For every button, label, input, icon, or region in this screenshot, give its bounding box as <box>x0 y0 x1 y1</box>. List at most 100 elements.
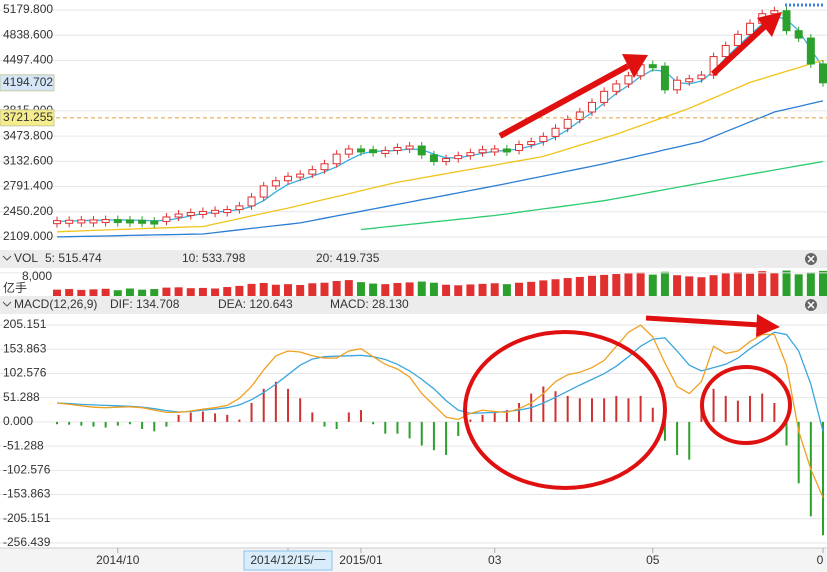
candle <box>709 56 718 76</box>
candle <box>673 79 682 91</box>
volume-bar <box>502 284 511 296</box>
candle <box>417 145 426 156</box>
candle <box>454 155 463 160</box>
volume-bar <box>758 271 767 296</box>
y-tick-label: -256.439 <box>3 535 51 549</box>
indicator-value: DEA: 120.643 <box>218 297 293 311</box>
volume-bar <box>478 283 487 296</box>
candle <box>101 219 110 224</box>
volume-bar <box>721 273 730 296</box>
candle <box>648 64 657 69</box>
candle <box>600 90 609 103</box>
volume-bar <box>685 276 694 296</box>
volume-bar <box>125 288 134 296</box>
arrow-shaft <box>498 63 630 139</box>
y-tick-label: 0.000 <box>3 414 33 428</box>
volume-bar <box>806 272 815 296</box>
unit-label: 亿手 <box>3 280 27 295</box>
volume-bar <box>65 289 74 296</box>
volume-bar <box>794 274 803 296</box>
x-axis-bg <box>0 548 827 572</box>
y-tick-label: -51.288 <box>3 438 44 452</box>
volume-bar <box>223 287 232 296</box>
indicator-value: 5: 515.474 <box>45 251 102 265</box>
x-tick-label: 03 <box>488 553 502 567</box>
candle <box>77 219 86 224</box>
y-tick-label: 3132.600 <box>3 154 53 168</box>
candle <box>442 158 451 163</box>
annotations <box>2 3 825 490</box>
volume-bar <box>89 289 98 296</box>
candle <box>539 135 548 143</box>
candle <box>478 149 487 154</box>
indicator-value: 10: 533.798 <box>182 251 246 265</box>
volume-bar <box>539 280 548 296</box>
volume-bar <box>733 272 742 296</box>
collapse-icon <box>2 255 12 307</box>
candle <box>660 65 669 91</box>
vol-header-bg <box>0 250 827 268</box>
arrow-shaft <box>710 23 768 77</box>
volume-bar <box>587 275 596 296</box>
y-tick-label: 102.576 <box>3 366 47 380</box>
candle <box>235 205 244 211</box>
volume-bar <box>284 284 293 296</box>
y-tick-label: 3473.800 <box>3 128 53 142</box>
candle <box>138 219 147 224</box>
candle <box>284 175 293 182</box>
candle <box>198 210 207 215</box>
candle <box>65 219 74 224</box>
candle <box>211 209 220 214</box>
price-badge <box>0 74 55 92</box>
volume-bar <box>673 275 682 296</box>
candle <box>259 185 268 198</box>
volume-bar <box>515 282 524 296</box>
y-tick-label: 2791.400 <box>3 179 53 193</box>
y-tick-label: -102.576 <box>3 463 51 477</box>
price-badge-label: 4194.702 <box>3 75 53 89</box>
volume-bar <box>819 270 827 296</box>
volume-bar <box>162 287 171 296</box>
y-tick-label: 4838.600 <box>3 27 53 41</box>
candle <box>551 127 560 137</box>
ma-line <box>56 15 824 223</box>
y-tick-label: 4497.400 <box>3 53 53 67</box>
volume-bar <box>320 282 329 296</box>
volume-bar <box>53 289 61 296</box>
volume-bar <box>259 283 268 296</box>
dea-line <box>56 331 824 432</box>
volume-bar <box>247 283 256 296</box>
y-tick-label: 2109.000 <box>3 229 53 243</box>
volume-bar <box>332 280 341 296</box>
candle <box>721 44 730 58</box>
volume-bar <box>138 289 147 296</box>
arrow-head <box>756 314 780 337</box>
volume-bar <box>660 271 669 296</box>
indicator-value: DIF: 134.708 <box>110 297 180 311</box>
ma-line <box>56 100 824 238</box>
y-tick-label: 153.863 <box>3 341 47 355</box>
volume-bar <box>393 283 402 296</box>
candle <box>697 74 706 80</box>
candle <box>794 30 803 39</box>
candle <box>186 212 195 217</box>
volume-bar <box>296 285 305 296</box>
volume-bar <box>429 282 438 296</box>
arrow-shaft <box>645 315 761 328</box>
candle <box>624 75 633 85</box>
y-tick-label: -153.863 <box>3 487 51 501</box>
volume-bar <box>527 281 536 296</box>
volume-bar <box>77 289 86 296</box>
volume-bar <box>612 274 621 296</box>
x-tick-label: 2014/10 <box>96 553 140 567</box>
candle <box>296 173 305 178</box>
volume-bar <box>624 273 633 296</box>
volume-bar <box>454 285 463 296</box>
volume-bar <box>417 281 426 296</box>
candle <box>150 220 159 225</box>
dif-line <box>56 324 824 498</box>
candle <box>89 219 98 224</box>
x-tick-label: 2014/12/15/一 <box>250 553 325 567</box>
crosshair-date-box <box>243 550 333 571</box>
